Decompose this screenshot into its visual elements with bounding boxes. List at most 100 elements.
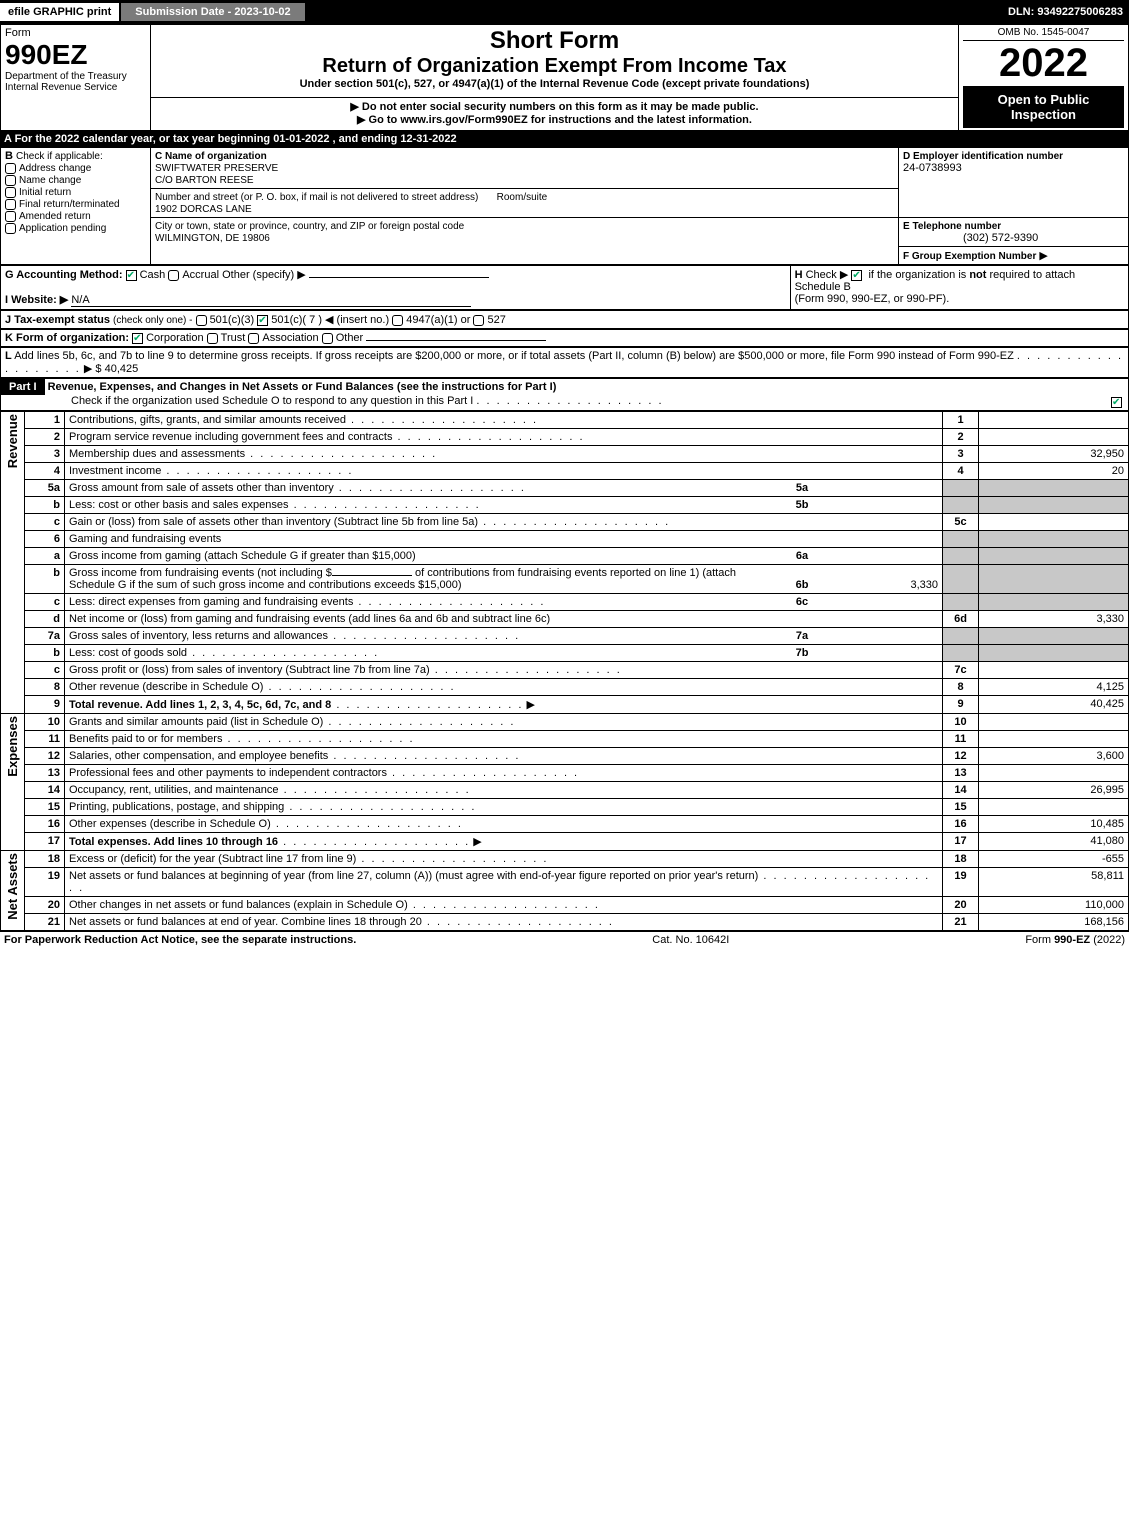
chk-other[interactable] [322,333,333,344]
section-netassets: Net Assets [5,853,20,920]
box-l-text: Add lines 5b, 6c, and 7b to line 9 to de… [14,350,1014,362]
box-i-label: I Website: ▶ [5,294,68,306]
city: WILMINGTON, DE 19806 [155,233,270,244]
street: 1902 DORCAS LANE [155,204,252,215]
open-inspection: Open to Public Inspection [963,86,1124,128]
chk-initial[interactable] [5,187,16,198]
chk-assoc[interactable] [248,333,259,344]
website: N/A [71,294,471,307]
section-expenses: Expenses [5,716,20,777]
section-a: A For the 2022 calendar year, or tax yea… [0,131,1129,147]
note-link-text[interactable]: ▶ Go to www.irs.gov/Form990EZ for instru… [357,114,752,126]
footer-left: For Paperwork Reduction Act Notice, see … [4,934,356,946]
opt-final: Final return/terminated [19,199,120,210]
dept-label: Department of the Treasury Internal Reve… [5,71,146,93]
chk-cash[interactable] [126,270,137,281]
chk-4947[interactable] [392,315,403,326]
box-b-check: Check if applicable: [16,151,103,162]
form-header: Form 990EZ Department of the Treasury In… [0,24,1129,131]
dln: DLN: 93492275006283 [1008,6,1129,18]
box-l-amount: $ 40,425 [95,363,138,375]
street-label: Number and street (or P. O. box, if mail… [155,192,478,203]
box-b-label: B [5,150,13,162]
opt-corp: Corporation [146,332,203,344]
l-block: L Add lines 5b, 6c, and 7b to line 9 to … [0,347,1129,378]
phone: (302) 572-9390 [903,232,1038,244]
chk-h[interactable] [851,270,862,281]
omb-number: OMB No. 1545-0047 [963,27,1124,41]
chk-501c3[interactable] [196,315,207,326]
chk-address[interactable] [5,163,16,174]
efile-label[interactable]: efile GRAPHIC print [0,3,119,21]
org-name: SWIFTWATER PRESERVE [155,163,278,174]
footer: For Paperwork Reduction Act Notice, see … [0,931,1129,948]
box-f-label: F Group Exemption Number [903,251,1036,262]
ln-1-val [979,412,1129,429]
chk-amended[interactable] [5,211,16,222]
chk-final[interactable] [5,199,16,210]
box-e-label: E Telephone number [903,221,1001,232]
part1-check-note: Check if the organization used Schedule … [1,395,473,407]
box-f-arrow: ▶ [1039,250,1047,262]
chk-accrual[interactable] [168,270,179,281]
top-bar: efile GRAPHIC print Submission Date - 20… [0,0,1129,24]
ln-4-text: Investment income [65,463,943,480]
box-d-label: D Employer identification number [903,151,1063,162]
ln-1-text: Contributions, gifts, grants, and simila… [65,412,943,429]
part1-title: Revenue, Expenses, and Changes in Net As… [48,381,557,393]
opt-501c3: 501(c)(3) [210,314,255,326]
opt-initial: Initial return [19,187,71,198]
chk-501c[interactable] [257,315,268,326]
opt-name: Name change [19,175,81,186]
opt-other-k: Other [336,332,364,344]
opt-501c: 501(c)( 7 ) ◀ (insert no.) [271,314,389,326]
box-l-label: L [5,350,12,362]
chk-527[interactable] [473,315,484,326]
box-k-label: K Form of organization: [5,332,129,344]
note-ssn: ▶ Do not enter social security numbers o… [155,100,954,113]
footer-mid: Cat. No. 10642I [652,934,729,946]
part1-header: Part I Revenue, Expenses, and Changes in… [0,378,1129,411]
submission-date: Submission Date - 2023-10-02 [119,1,306,23]
chk-name[interactable] [5,175,16,186]
opt-4947: 4947(a)(1) or [406,314,470,326]
city-label: City or town, state or province, country… [155,221,464,232]
k-block: K Form of organization: Corporation Trus… [0,329,1129,347]
opt-other: Other (specify) ▶ [222,269,306,281]
opt-pending: Application pending [19,223,106,234]
lines-table: Revenue 1 Contributions, gifts, grants, … [0,411,1129,931]
box-h-text3: (Form 990, 990-EZ, or 990-PF). [795,293,950,305]
ln-2-text: Program service revenue including govern… [65,429,943,446]
ln-3-text: Membership dues and assessments [65,446,943,463]
opt-trust: Trust [221,332,246,344]
box-h-check: Check ▶ [806,269,849,281]
opt-assoc: Association [262,332,318,344]
opt-cash: Cash [140,269,166,281]
chk-trust[interactable] [207,333,218,344]
part1-label: Part I [1,379,45,395]
return-title: Return of Organization Exempt From Incom… [155,55,954,78]
org-co: C/O BARTON REESE [155,175,254,186]
chk-part1-o[interactable] [1111,397,1122,408]
entity-block: B Check if applicable: Address change Na… [0,147,1129,265]
opt-amended: Amended return [19,211,91,222]
ln-1: 1 [25,412,65,429]
form-number: 990EZ [5,39,146,71]
gh-block: G Accounting Method: Cash Accrual Other … [0,265,1129,310]
short-form-title: Short Form [155,27,954,55]
box-g-label: G Accounting Method: [5,269,123,281]
chk-pending[interactable] [5,223,16,234]
box-h-label: H [795,269,803,281]
opt-address: Address change [19,163,91,174]
box-j-note: (check only one) - [113,315,192,326]
under-section: Under section 501(c), 527, or 4947(a)(1)… [155,78,954,90]
box-j-label: J Tax-exempt status [5,314,110,326]
ein: 24-0738993 [903,162,962,174]
opt-accrual: Accrual [182,269,219,281]
section-revenue: Revenue [5,414,20,468]
room-label: Room/suite [497,192,548,203]
chk-corp[interactable] [132,333,143,344]
tax-year: 2022 [963,41,1124,86]
opt-527: 527 [487,314,505,326]
box-c-label: C Name of organization [155,151,267,162]
